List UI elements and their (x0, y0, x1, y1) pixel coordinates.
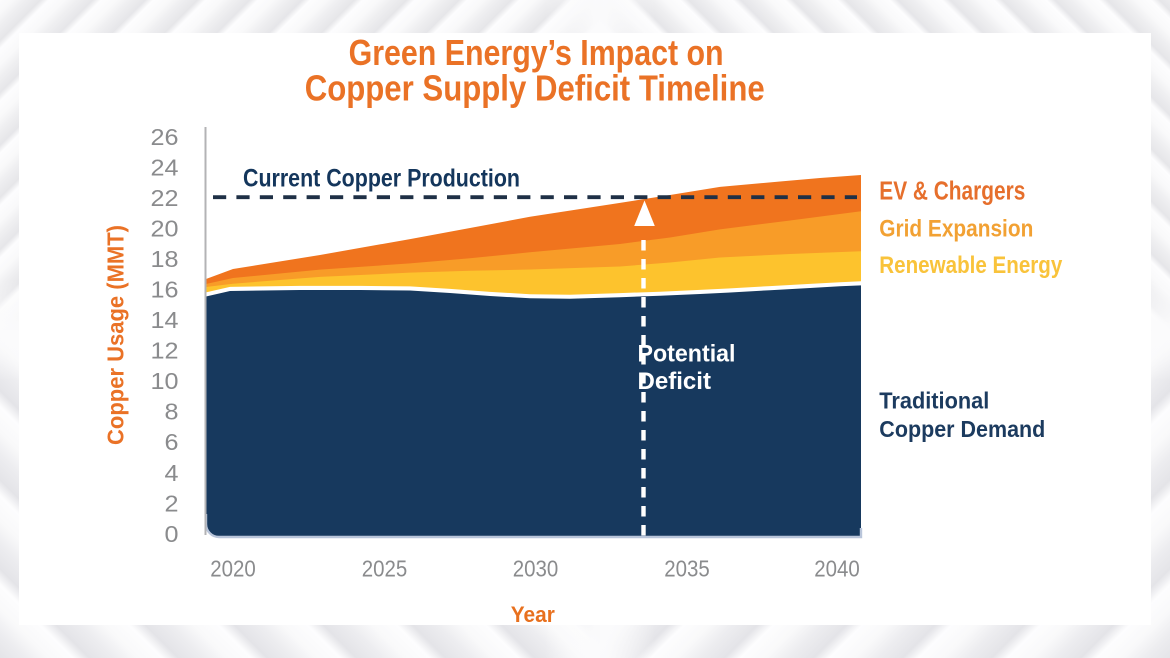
svg-text:2: 2 (165, 490, 179, 516)
svg-text:2020: 2020 (210, 556, 256, 582)
svg-text:Copper Demand: Copper Demand (879, 416, 1045, 442)
svg-text:10: 10 (151, 368, 179, 394)
svg-text:2040: 2040 (814, 556, 860, 582)
svg-text:Renewable Energy: Renewable Energy (879, 252, 1062, 279)
svg-text:6: 6 (165, 429, 179, 455)
svg-text:4: 4 (165, 460, 179, 486)
svg-text:22: 22 (151, 185, 179, 211)
svg-text:8: 8 (165, 399, 179, 425)
svg-text:14: 14 (151, 307, 179, 333)
svg-text:Deficit: Deficit (638, 368, 712, 395)
svg-text:24: 24 (151, 154, 179, 180)
svg-text:Potential: Potential (638, 341, 736, 368)
svg-text:Green Energy’s Impact on: Green Energy’s Impact on (349, 32, 724, 73)
svg-text:2025: 2025 (362, 556, 408, 582)
svg-text:0: 0 (165, 521, 179, 547)
svg-text:2030: 2030 (513, 556, 559, 582)
svg-text:16: 16 (151, 277, 179, 303)
svg-text:Grid Expansion: Grid Expansion (879, 215, 1033, 242)
svg-text:Copper Usage (MMT): Copper Usage (MMT) (103, 225, 129, 445)
svg-text:26: 26 (151, 124, 179, 150)
svg-text:20: 20 (151, 215, 179, 241)
svg-text:Current Copper Production: Current Copper Production (243, 165, 520, 193)
svg-text:2035: 2035 (664, 556, 710, 582)
svg-text:18: 18 (151, 246, 179, 272)
svg-text:EV & Chargers: EV & Chargers (879, 178, 1025, 206)
svg-text:Copper Supply Deficit Timeline: Copper Supply Deficit Timeline (305, 68, 765, 109)
svg-text:Traditional: Traditional (879, 387, 989, 413)
svg-text:Year: Year (511, 602, 555, 627)
svg-text:12: 12 (151, 338, 179, 364)
